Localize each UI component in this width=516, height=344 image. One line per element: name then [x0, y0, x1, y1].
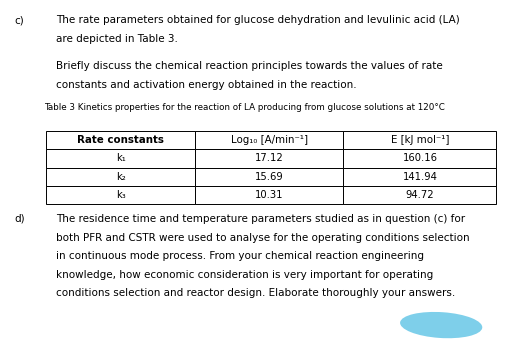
Text: d): d): [14, 214, 25, 224]
Text: 160.16: 160.16: [402, 153, 438, 163]
Bar: [344, 131, 496, 149]
Bar: [46, 186, 195, 204]
Text: E [kJ mol⁻¹]: E [kJ mol⁻¹]: [391, 136, 449, 146]
Text: k₁: k₁: [116, 153, 125, 163]
Text: in continuous mode process. From your chemical reaction engineering: in continuous mode process. From your ch…: [56, 251, 424, 261]
Bar: [46, 131, 195, 149]
Text: The residence time and temperature parameters studied as in question (c) for: The residence time and temperature param…: [56, 214, 465, 224]
Text: 10.31: 10.31: [255, 190, 283, 200]
Text: knowledge, how economic consideration is very important for operating: knowledge, how economic consideration is…: [56, 270, 433, 280]
Text: The rate parameters obtained for glucose dehydration and levulinic acid (LA): The rate parameters obtained for glucose…: [56, 15, 459, 25]
Ellipse shape: [400, 312, 482, 338]
Text: both PFR and CSTR were used to analyse for the operating conditions selection: both PFR and CSTR were used to analyse f…: [56, 233, 470, 243]
Text: 141.94: 141.94: [402, 172, 438, 182]
Bar: [195, 131, 344, 149]
Text: constants and activation energy obtained in the reaction.: constants and activation energy obtained…: [56, 80, 357, 90]
Bar: [344, 149, 496, 168]
Text: 17.12: 17.12: [255, 153, 283, 163]
Text: c): c): [14, 15, 24, 25]
Bar: [46, 149, 195, 168]
Bar: [344, 168, 496, 186]
Bar: [195, 168, 344, 186]
Bar: [46, 168, 195, 186]
Text: are depicted in Table 3.: are depicted in Table 3.: [56, 34, 178, 44]
Text: 94.72: 94.72: [406, 190, 434, 200]
Bar: [195, 149, 344, 168]
Text: Log₁₀ [A/min⁻¹]: Log₁₀ [A/min⁻¹]: [231, 136, 308, 146]
Bar: [344, 186, 496, 204]
Text: k₂: k₂: [116, 172, 125, 182]
Text: Rate constants: Rate constants: [77, 136, 164, 146]
Text: k₃: k₃: [116, 190, 125, 200]
Text: conditions selection and reactor design. Elaborate thoroughly your answers.: conditions selection and reactor design.…: [56, 288, 455, 298]
Bar: [195, 186, 344, 204]
Ellipse shape: [407, 146, 486, 172]
Text: 15.69: 15.69: [255, 172, 283, 182]
Text: Table 3 Kinetics properties for the reaction of LA producing from glucose soluti: Table 3 Kinetics properties for the reac…: [44, 103, 445, 112]
Text: Briefly discuss the chemical reaction principles towards the values of rate: Briefly discuss the chemical reaction pr…: [56, 61, 443, 71]
